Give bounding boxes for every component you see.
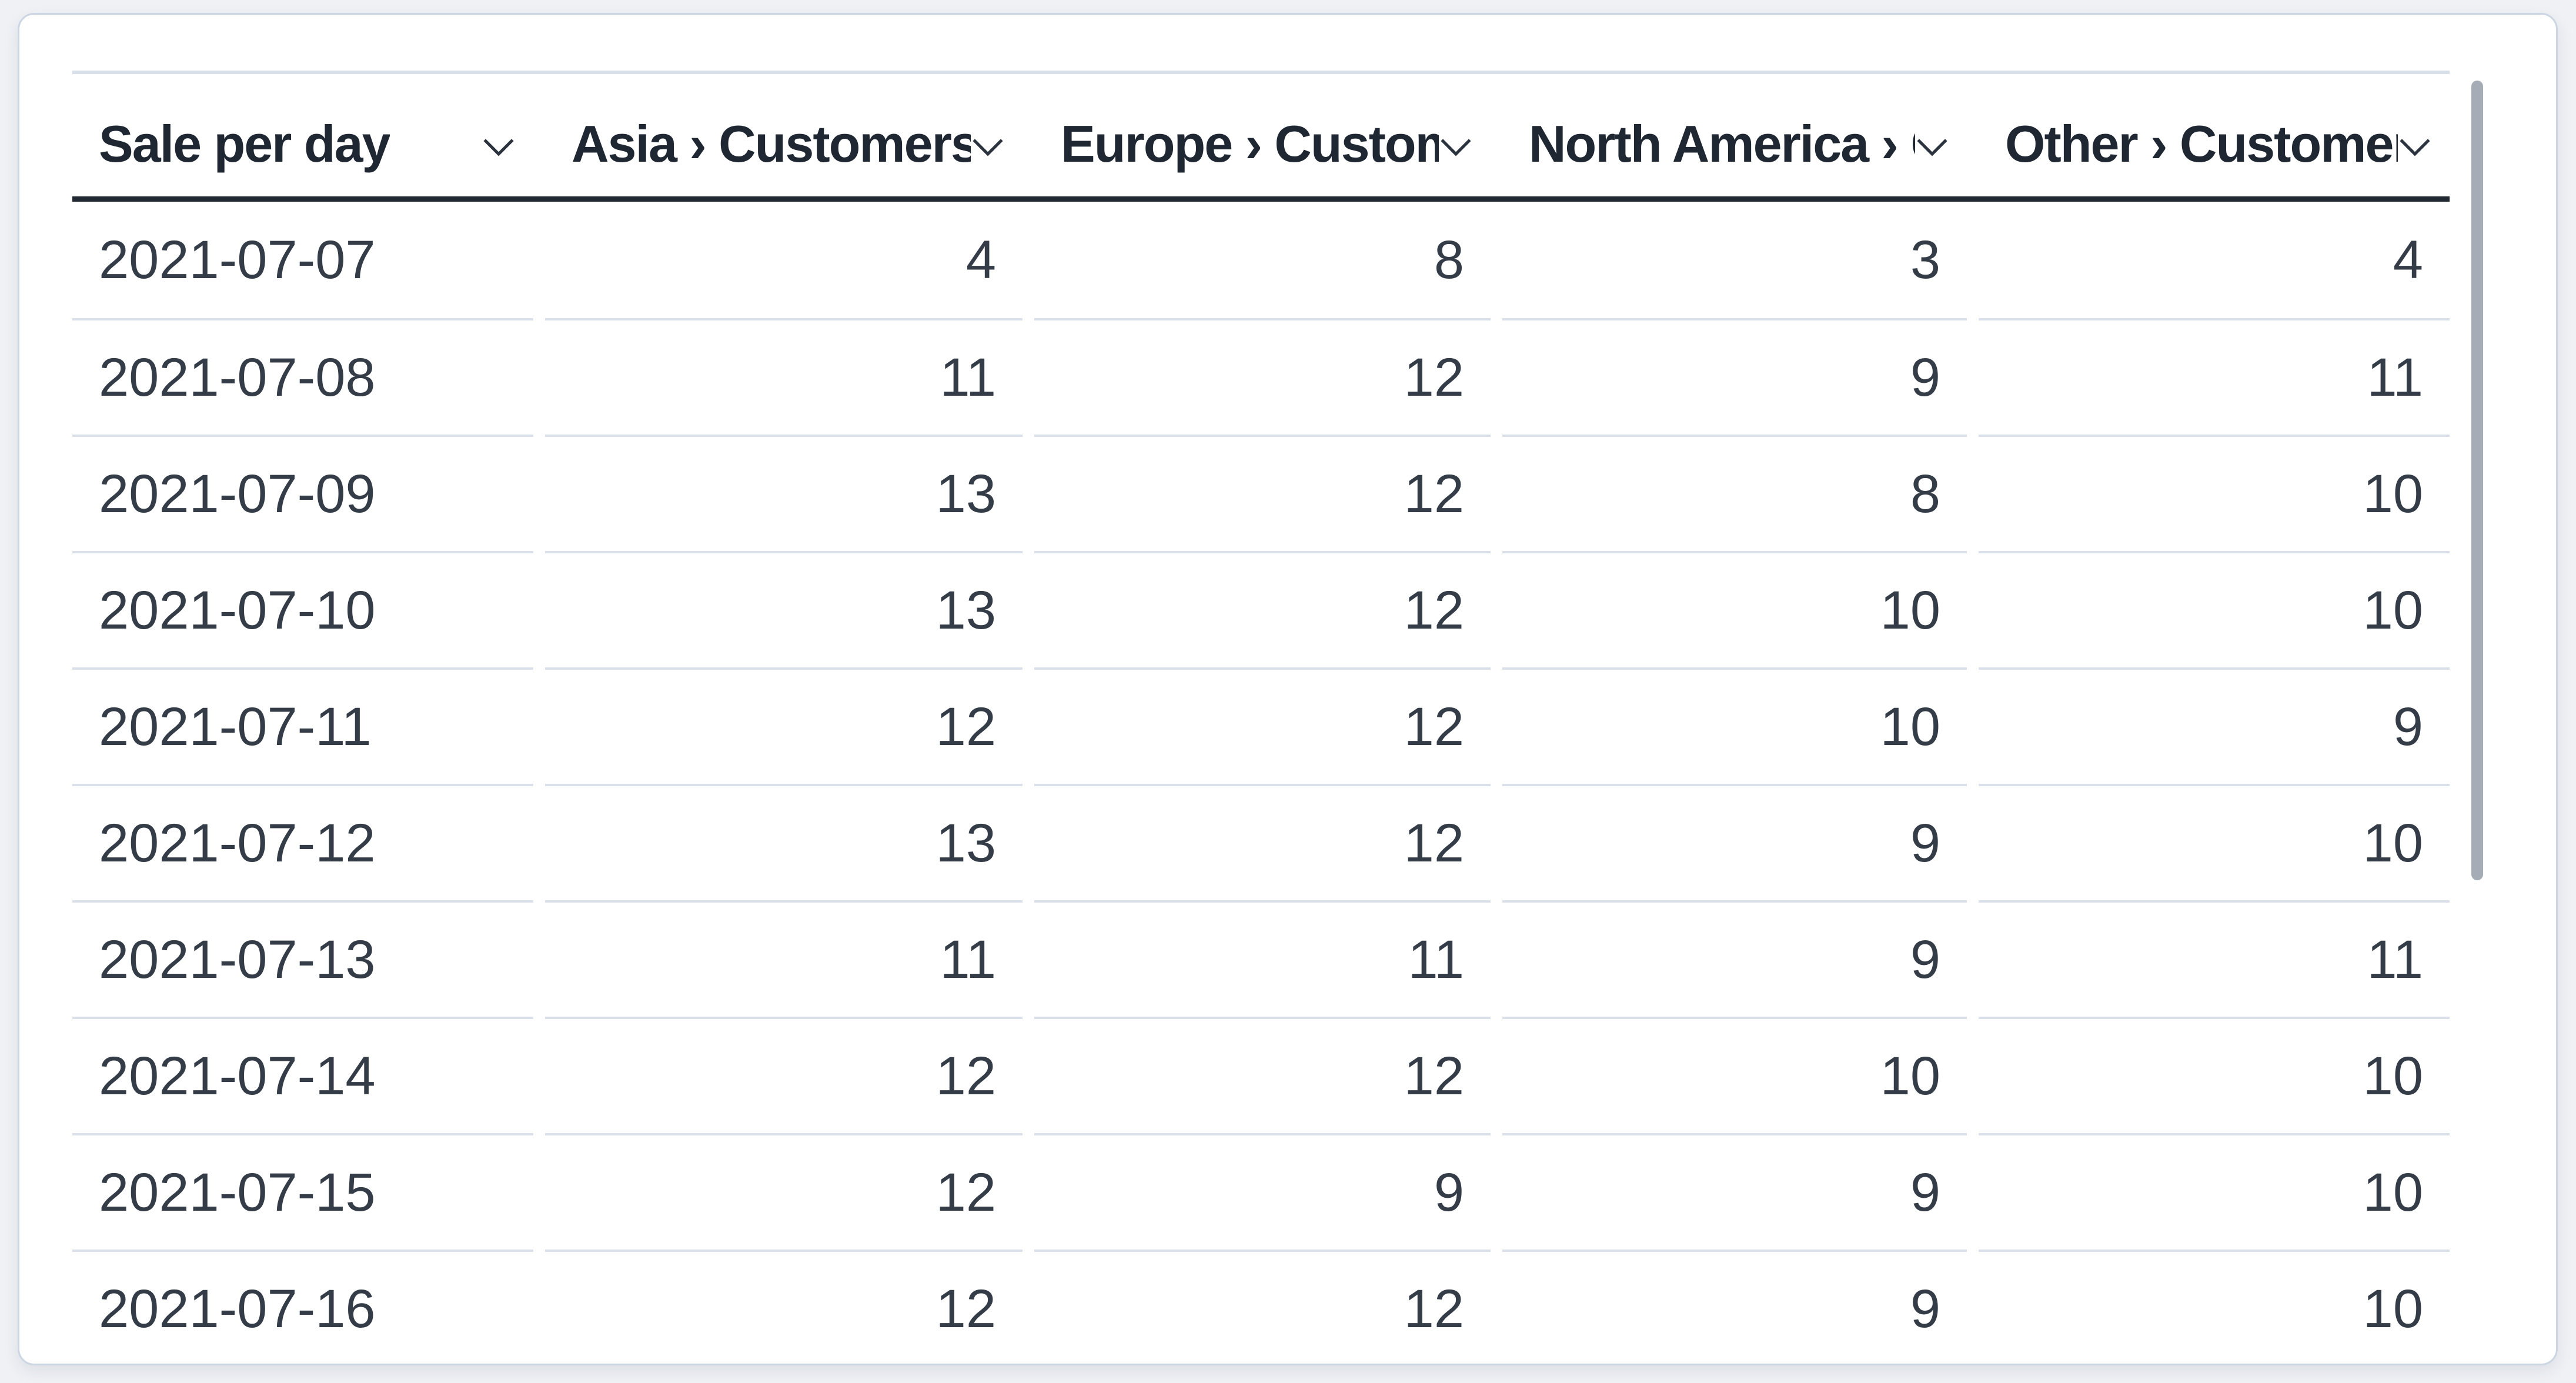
value-cell[interactable]: 11 [545, 318, 1023, 435]
data-table: Sale per day Asia › Customers Europe › C… [72, 71, 2450, 1364]
value-cell[interactable]: 12 [1034, 667, 1491, 784]
table-card: Sale per day Asia › Customers Europe › C… [18, 13, 2558, 1365]
value-cell[interactable]: 10 [1979, 1017, 2450, 1133]
value-cell[interactable]: 11 [1979, 900, 2450, 1017]
value-cell[interactable]: 12 [1034, 784, 1491, 900]
value-cell[interactable]: 12 [1034, 435, 1491, 551]
table-row: 2021-07-10 13 12 10 10 [72, 551, 2450, 667]
value-cell[interactable]: 9 [1502, 784, 1967, 900]
value-cell[interactable]: 12 [1034, 551, 1491, 667]
value-cell[interactable]: 4 [2393, 229, 2423, 290]
column-header-other-customers[interactable]: Other › Customers [1979, 74, 2450, 196]
column-header-europe-customers[interactable]: Europe › Customers [1034, 74, 1491, 196]
value-cell[interactable]: 10 [1979, 1250, 2450, 1364]
table-row: 2021-07-07 4 8 3 4 [72, 202, 2450, 318]
table-row: 2021-07-11 12 12 10 9 [72, 667, 2450, 784]
value-cell[interactable]: 9 [1502, 1133, 1967, 1250]
column-header-asia-customers[interactable]: Asia › Customers [545, 74, 1023, 196]
value-cell[interactable]: 10 [1502, 551, 1967, 667]
column-header-label: Europe › Customers [1061, 115, 1439, 173]
date-cell[interactable]: 2021-07-08 [72, 318, 533, 435]
value-cell[interactable]: 9 [1502, 900, 1967, 1017]
value-cell[interactable]: 8 [1502, 435, 1967, 551]
value-cell[interactable]: 10 [1502, 1017, 1967, 1133]
value-cell[interactable]: 13 [545, 551, 1023, 667]
column-header-label: North America › Customers [1529, 115, 1915, 173]
table-row: 2021-07-13 11 11 9 11 [72, 900, 2450, 1017]
value-cell[interactable]: 4 [965, 229, 996, 290]
value-cell[interactable]: 10 [1979, 1133, 2450, 1250]
value-cell[interactable]: 11 [545, 900, 1023, 1017]
value-cell[interactable]: 13 [545, 435, 1023, 551]
chevron-down-icon[interactable] [971, 137, 1005, 157]
value-cell[interactable]: 9 [1034, 1133, 1491, 1250]
value-cell[interactable]: 10 [1979, 435, 2450, 551]
value-cell[interactable]: 11 [1034, 900, 1491, 1017]
value-cell[interactable]: 10 [1502, 667, 1967, 784]
table-row: 2021-07-09 13 12 8 10 [72, 435, 2450, 551]
value-cell[interactable]: 3 [1910, 229, 1940, 290]
column-header-label: Sale per day [99, 115, 390, 173]
date-cell[interactable]: 2021-07-16 [72, 1250, 533, 1364]
date-cell[interactable]: 2021-07-15 [72, 1133, 533, 1250]
date-cell[interactable]: 2021-07-14 [72, 1017, 533, 1133]
value-cell[interactable]: 10 [1979, 551, 2450, 667]
chevron-down-icon[interactable] [2398, 137, 2432, 157]
chevron-down-icon[interactable] [482, 137, 516, 157]
value-cell[interactable]: 11 [1979, 318, 2450, 435]
column-header-north-america-customers[interactable]: North America › Customers [1502, 74, 1967, 196]
date-cell[interactable]: 2021-07-07 [99, 229, 376, 290]
chevron-down-icon[interactable] [1439, 137, 1473, 157]
chevron-down-icon[interactable] [1915, 137, 1949, 157]
table-row: 2021-07-15 12 9 9 10 [72, 1133, 2450, 1250]
vertical-scrollbar-thumb[interactable] [2471, 81, 2483, 880]
table-row: 2021-07-14 12 12 10 10 [72, 1017, 2450, 1133]
value-cell[interactable]: 12 [1034, 1250, 1491, 1364]
value-cell[interactable]: 8 [1434, 229, 1464, 290]
column-header-sale-per-day[interactable]: Sale per day [72, 74, 533, 196]
column-header-label: Other › Customers [2005, 115, 2398, 173]
column-header-label: Asia › Customers [572, 115, 971, 173]
date-cell[interactable]: 2021-07-11 [72, 667, 533, 784]
table-row: 2021-07-12 13 12 9 10 [72, 784, 2450, 900]
date-cell[interactable]: 2021-07-09 [72, 435, 533, 551]
value-cell[interactable]: 9 [1502, 318, 1967, 435]
value-cell[interactable]: 13 [545, 784, 1023, 900]
value-cell[interactable]: 9 [1979, 667, 2450, 784]
table-row: 2021-07-16 12 12 9 10 [72, 1250, 2450, 1364]
date-cell[interactable]: 2021-07-13 [72, 900, 533, 1017]
table-header-row: Sale per day Asia › Customers Europe › C… [72, 71, 2450, 202]
value-cell[interactable]: 12 [545, 1017, 1023, 1133]
value-cell[interactable]: 9 [1502, 1250, 1967, 1364]
value-cell[interactable]: 10 [1979, 784, 2450, 900]
value-cell[interactable]: 12 [1034, 1017, 1491, 1133]
date-cell[interactable]: 2021-07-12 [72, 784, 533, 900]
table-body: 2021-07-07 4 8 3 4 2021-07-08 11 12 9 11… [72, 202, 2450, 1364]
value-cell[interactable]: 12 [545, 1250, 1023, 1364]
table-row: 2021-07-08 11 12 9 11 [72, 318, 2450, 435]
date-cell[interactable]: 2021-07-10 [72, 551, 533, 667]
value-cell[interactable]: 12 [545, 667, 1023, 784]
value-cell[interactable]: 12 [545, 1133, 1023, 1250]
value-cell[interactable]: 12 [1034, 318, 1491, 435]
